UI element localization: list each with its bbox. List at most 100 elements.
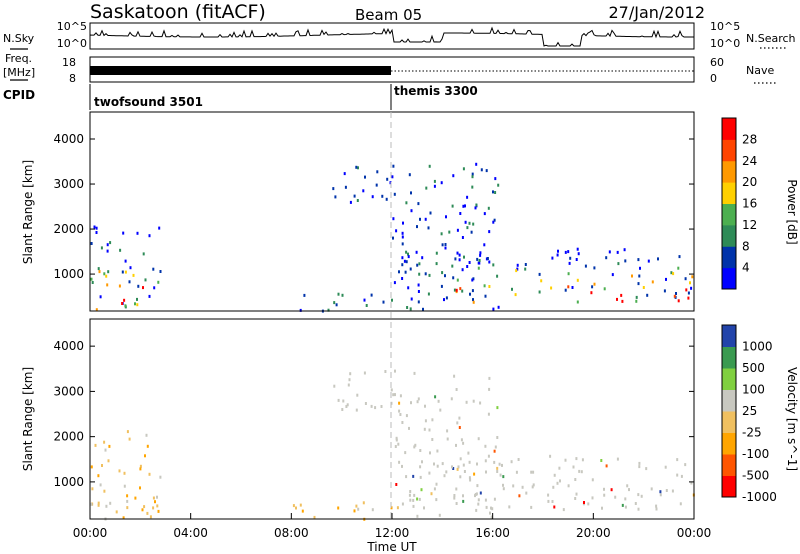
cpid-program-2: themis 3300 (394, 84, 478, 98)
velocity-cell (419, 475, 422, 479)
power-cell (471, 185, 474, 189)
power-cell (657, 257, 659, 261)
power-cell (515, 269, 518, 273)
velocity-cell (601, 506, 603, 510)
velocity-cell (580, 470, 583, 474)
power-cell (675, 292, 677, 295)
velocity-y-tick-label: 2000 (53, 430, 84, 444)
velocity-cell (476, 462, 478, 466)
power-cell (344, 185, 347, 189)
power-cell (365, 304, 368, 307)
power-colorbar-swatch (722, 267, 736, 290)
power-cell (119, 248, 122, 252)
velocity-cell (419, 449, 422, 452)
power-cell (691, 275, 694, 279)
power-cell (376, 170, 379, 174)
power-cell (635, 299, 638, 303)
velocity-cell (624, 497, 627, 501)
power-cell (91, 281, 94, 284)
power-cell (476, 257, 479, 261)
power-cell (341, 293, 344, 297)
freq-unit: [MHz] (3, 66, 35, 79)
power-cell (410, 191, 412, 195)
velocity-cell (149, 515, 152, 519)
power-cell (464, 204, 466, 208)
power-cell (444, 246, 447, 250)
x-tick-label: 16:00 (475, 526, 510, 540)
velocity-cell (126, 506, 129, 510)
velocity-cell (485, 470, 487, 474)
x-tick-label: 04:00 (173, 526, 208, 540)
power-cell (605, 256, 608, 260)
velocity-cell (496, 466, 499, 470)
power-cell (417, 283, 420, 287)
velocity-cell (433, 462, 435, 466)
power-cell (444, 243, 447, 246)
power-panel: Slant Range [km] 1000 2000 3000 4000 (21, 111, 695, 313)
power-cell (303, 293, 306, 297)
velocity-cell (384, 370, 387, 373)
power-cell (591, 285, 594, 289)
power-cell (401, 235, 404, 239)
power-cell (670, 271, 673, 275)
velocity-cell (502, 475, 505, 479)
velocity-cell (390, 388, 393, 392)
power-cell (363, 298, 366, 302)
power-cell (479, 251, 482, 255)
power-cell (349, 200, 352, 204)
velocity-cell (638, 465, 641, 469)
x-tick-label: 08:00 (274, 526, 309, 540)
velocity-colorbar-tick: -25 (742, 426, 762, 440)
power-cell (472, 298, 474, 302)
velocity-cell (428, 428, 431, 432)
power-cell (443, 298, 445, 302)
velocity-cell (409, 498, 412, 502)
nsky-label: N.Sky (3, 32, 35, 45)
power-cell (631, 274, 633, 278)
power-cell (621, 299, 624, 303)
velocity-colorbar-tick: -500 (742, 469, 769, 483)
velocity-cell (292, 504, 295, 508)
velocity-cell (485, 505, 488, 509)
nave-label: Nave (746, 64, 774, 77)
velocity-cell (404, 451, 407, 455)
power-cell (556, 253, 559, 257)
power-cell (677, 266, 680, 270)
velocity-cell (401, 421, 404, 424)
power-cell (124, 304, 127, 308)
power-cell (466, 195, 469, 199)
nsky-tick-low: 10^0 (57, 37, 87, 50)
velocity-cell (515, 470, 518, 474)
power-cell (492, 263, 495, 267)
power-cell (478, 259, 481, 262)
velocity-cell (146, 511, 149, 515)
velocity-colorbar-swatch (722, 346, 736, 369)
velocity-cell (364, 402, 367, 405)
velocity-y-tick-label: 1000 (53, 475, 84, 489)
power-colorbar-tick: 8 (742, 239, 750, 253)
velocity-cell (424, 404, 426, 408)
power-colorbar-tick: 4 (742, 261, 750, 275)
velocity-colorbar-swatch (722, 432, 736, 455)
velocity-cell (451, 465, 453, 469)
velocity-cell (139, 464, 142, 468)
power-cell (425, 186, 428, 190)
power-cell (158, 226, 161, 230)
velocity-colorbar-tick: 500 (742, 361, 765, 375)
velocity-cell (431, 418, 434, 422)
power-cell (496, 274, 499, 278)
velocity-cell (459, 475, 462, 479)
velocity-cell (342, 399, 345, 403)
power-cell (567, 285, 570, 289)
power-colorbar-tick: 16 (742, 197, 757, 211)
power-cell (575, 258, 578, 261)
power-cell (458, 258, 461, 262)
power-cell (142, 286, 144, 290)
power-cell (159, 270, 162, 273)
velocity-cell (684, 463, 687, 467)
velocity-cell (408, 426, 410, 430)
power-cell (468, 261, 471, 264)
velocity-cell (97, 501, 100, 505)
power-cell (464, 220, 467, 224)
